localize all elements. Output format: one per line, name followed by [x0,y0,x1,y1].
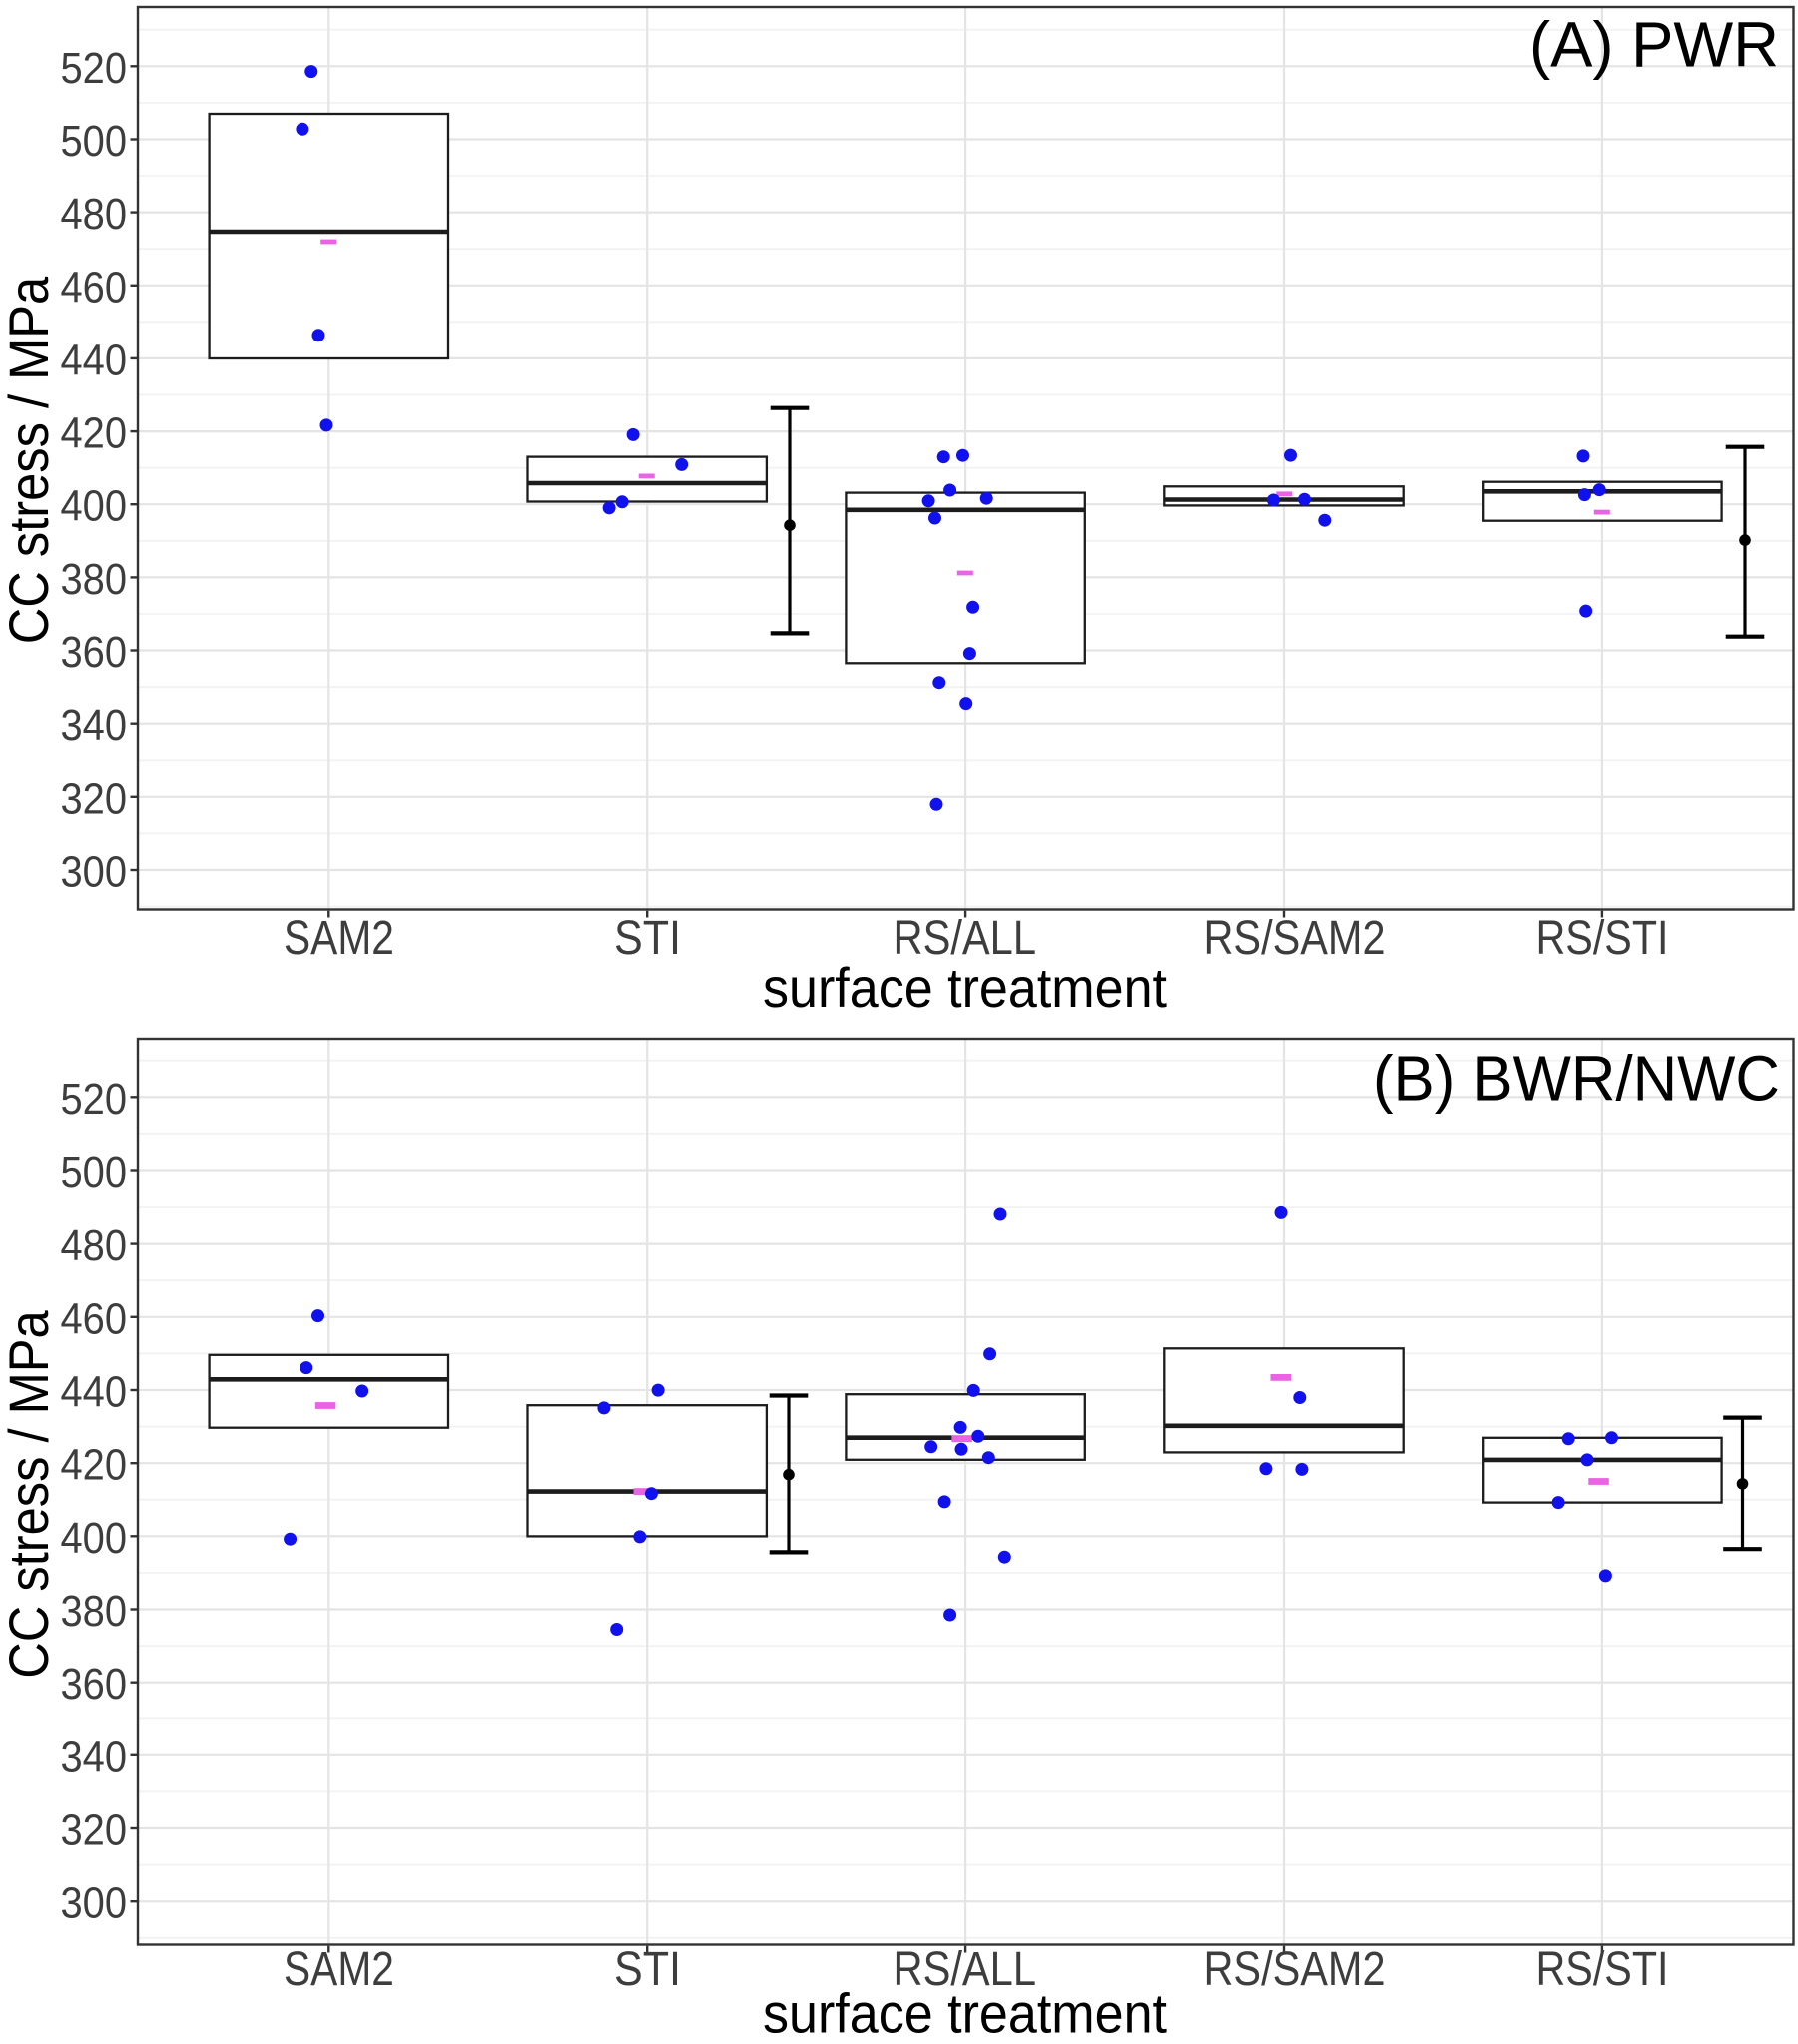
svg-text:(A) PWR: (A) PWR [1529,8,1779,80]
svg-text:surface treatment: surface treatment [763,1981,1167,2044]
svg-text:400: 400 [61,1514,128,1563]
svg-text:520: 520 [61,1075,128,1124]
svg-text:320: 320 [61,774,128,823]
svg-text:480: 480 [61,190,128,239]
svg-text:300: 300 [61,848,128,897]
svg-text:CC stress / MPa: CC stress / MPa [0,1310,60,1679]
svg-text:520: 520 [61,44,128,93]
svg-text:SAM2: SAM2 [284,1943,394,1996]
svg-text:(B) BWR/NWC: (B) BWR/NWC [1373,1043,1780,1115]
svg-text:RS/SAM2: RS/SAM2 [1204,912,1386,965]
svg-text:STI: STI [614,912,681,965]
svg-text:440: 440 [61,336,128,384]
svg-text:380: 380 [61,1587,128,1636]
svg-text:360: 360 [61,1660,128,1708]
svg-text:300: 300 [61,1879,128,1928]
svg-text:CC stress / MPa: CC stress / MPa [0,276,60,644]
svg-text:RS/STI: RS/STI [1536,1943,1669,1996]
svg-text:340: 340 [61,1732,128,1781]
svg-text:380: 380 [61,555,128,604]
svg-text:STI: STI [614,1943,681,1996]
svg-text:500: 500 [61,117,128,166]
svg-text:RS/SAM2: RS/SAM2 [1204,1943,1386,1996]
svg-text:360: 360 [61,628,128,677]
svg-text:500: 500 [61,1148,128,1197]
svg-text:400: 400 [61,482,128,531]
svg-text:RS/STI: RS/STI [1536,912,1669,965]
svg-text:480: 480 [61,1221,128,1270]
svg-text:RS/ALL: RS/ALL [894,912,1037,965]
svg-text:320: 320 [61,1806,128,1855]
svg-text:SAM2: SAM2 [284,912,394,965]
svg-text:RS/ALL: RS/ALL [894,1943,1037,1996]
svg-text:surface treatment: surface treatment [763,956,1167,1019]
svg-text:460: 460 [61,263,128,312]
svg-text:340: 340 [61,701,128,750]
svg-text:420: 420 [61,1441,128,1490]
svg-text:420: 420 [61,409,128,458]
svg-text:440: 440 [61,1368,128,1417]
svg-text:460: 460 [61,1294,128,1343]
